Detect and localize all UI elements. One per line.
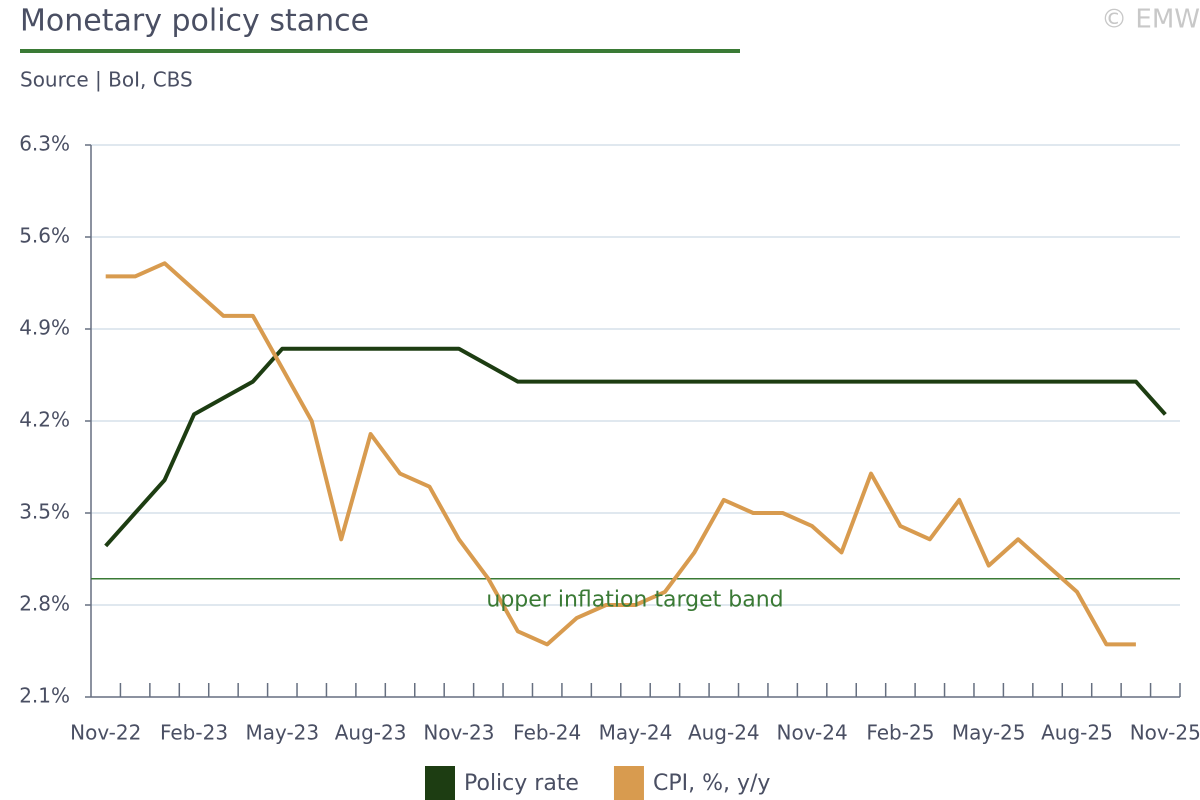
legend-label: Policy rate xyxy=(464,771,579,796)
y-tick-label: 2.1% xyxy=(19,684,70,708)
y-tick-label: 4.2% xyxy=(19,408,70,432)
chart-title: Monetary policy stance xyxy=(20,4,369,39)
x-tick-label: Nov-24 xyxy=(777,721,848,745)
x-tick-label: May-24 xyxy=(599,721,673,745)
y-tick-label: 5.6% xyxy=(19,224,70,248)
y-tick-label: 2.8% xyxy=(19,592,70,616)
copyright: © EMW xyxy=(1101,5,1200,35)
series-line xyxy=(104,346,1167,548)
reference-label: upper inflation target band xyxy=(486,588,783,613)
x-tick-label: Aug-25 xyxy=(1041,721,1113,745)
x-tick-label: Nov-22 xyxy=(70,721,141,745)
x-tick-label: May-25 xyxy=(952,721,1026,745)
x-tick-label: Feb-23 xyxy=(160,721,228,745)
chart-subtitle: Source | BoI, CBS xyxy=(20,68,193,92)
series-line xyxy=(105,261,1136,647)
x-tick-label: Nov-25 xyxy=(1130,721,1200,745)
legend-swatch xyxy=(425,766,455,800)
x-tick-label: Nov-23 xyxy=(423,721,494,745)
x-tick-label: Feb-24 xyxy=(513,721,581,745)
y-tick-label: 6.3% xyxy=(19,132,70,156)
legend-swatch xyxy=(613,766,644,800)
x-tick-label: Aug-24 xyxy=(688,721,760,745)
legend-label: CPI, %, y/y xyxy=(653,771,770,796)
x-tick-label: May-23 xyxy=(245,721,319,745)
x-tick-label: Aug-23 xyxy=(335,721,407,745)
y-tick-label: 3.5% xyxy=(19,500,70,524)
y-tick-label: 4.9% xyxy=(19,316,70,340)
x-tick-label: Feb-25 xyxy=(866,721,934,745)
